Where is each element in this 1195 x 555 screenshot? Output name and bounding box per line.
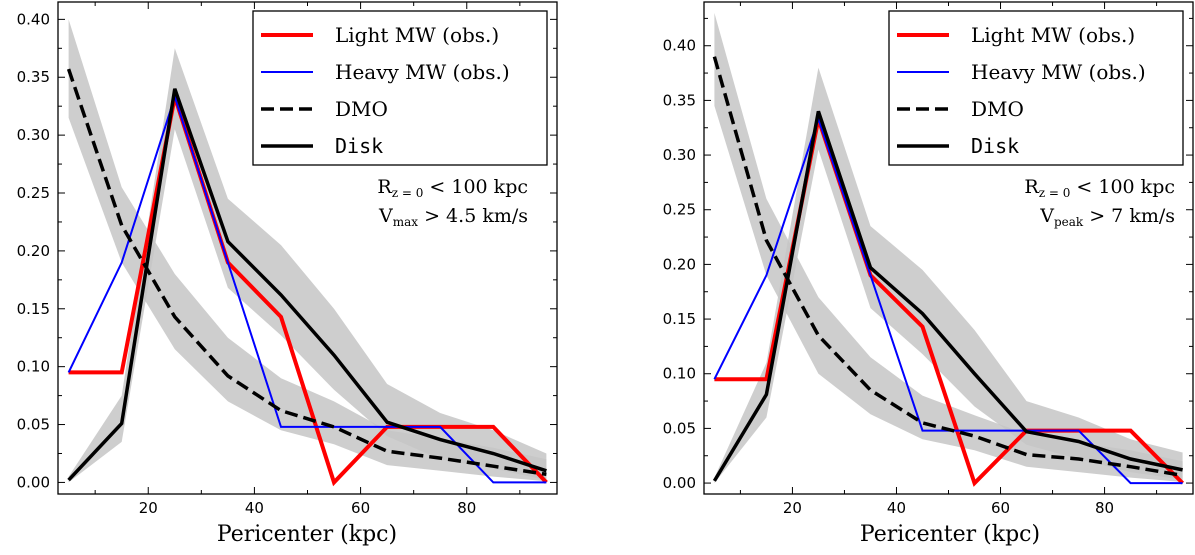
right-panel: 20 40 60 80 0.00 0.05 0.10 0.15 0.20 0.25 0.30 0.35… bbox=[663, 1, 1194, 547]
left-annotation: Rz = 0 < 100 kpc Vmax > 4.5 km/s bbox=[377, 176, 528, 229]
right-x-tick-label: 40 bbox=[887, 499, 906, 517]
left-x-tick-label: 60 bbox=[351, 499, 370, 517]
right-annotation-line2: Vpeak > 7 km/s bbox=[1039, 205, 1175, 229]
right-x-tick-label: 80 bbox=[1095, 499, 1114, 517]
right-y-tick-label: 0.40 bbox=[663, 37, 696, 55]
right-plot-area: 20 40 60 80 0.00 0.05 0.10 0.15 0.20 0.25 0.30 0.35… bbox=[663, 1, 1194, 517]
right-y-tick-label: 0.00 bbox=[663, 474, 696, 492]
right-legend-label: Heavy MW (obs.) bbox=[971, 60, 1146, 84]
left-y-tick-label: 0.40 bbox=[17, 10, 50, 28]
right-legend-label: Light MW (obs.) bbox=[971, 23, 1135, 47]
left-y-tick-label: 0.20 bbox=[17, 242, 50, 260]
left-legend-label: Light MW (obs.) bbox=[335, 23, 499, 47]
right-band-dmo bbox=[714, 12, 1183, 483]
right-x-tick-label: 20 bbox=[783, 499, 802, 517]
right-y-tick-label: 0.10 bbox=[663, 365, 696, 383]
right-annotation-line1: Rz = 0 < 100 kpc bbox=[1024, 176, 1175, 200]
left-x-axis-label: Pericenter (kpc) bbox=[217, 522, 397, 547]
left-panel: 20 40 60 80 0.00 0.05 0.10 0.15 0.20 0.25 0.30 0.35… bbox=[17, 1, 558, 547]
right-legend: Light MW (obs.) Heavy MW (obs.) DMO Disk bbox=[888, 10, 1184, 166]
left-legend-label: Disk bbox=[335, 134, 383, 158]
right-y-tick-label: 0.20 bbox=[663, 255, 696, 273]
left-series-disk bbox=[67, 88, 547, 482]
left-y-tick-label: 0.10 bbox=[17, 358, 50, 376]
left-annotation-line2: Vmax > 4.5 km/s bbox=[378, 205, 528, 229]
left-series-heavy-mw-obs bbox=[67, 93, 547, 484]
right-y-tick-label: 0.05 bbox=[663, 419, 696, 437]
right-series-disk bbox=[712, 110, 1183, 482]
right-annotation: Rz = 0 < 100 kpc Vpeak > 7 km/s bbox=[1024, 176, 1175, 229]
right-series-dmo bbox=[712, 56, 1183, 478]
left-x-tick-label: 40 bbox=[245, 499, 264, 517]
right-y-tick-label: 0.15 bbox=[663, 310, 696, 328]
right-legend-label: DMO bbox=[971, 97, 1024, 121]
left-series-light-mw-obs bbox=[68, 96, 548, 487]
left-band-disk bbox=[68, 48, 547, 483]
left-plot-area: 20 40 60 80 0.00 0.05 0.10 0.15 0.20 0.25 0.30 0.35… bbox=[17, 1, 558, 517]
left-legend-label: Heavy MW (obs.) bbox=[335, 60, 510, 84]
right-x-axis-label: Pericenter (kpc) bbox=[860, 522, 1040, 547]
left-y-tick-label: 0.15 bbox=[17, 300, 50, 318]
right-x-tick-label: 60 bbox=[991, 499, 1010, 517]
right-band-disk bbox=[714, 67, 1183, 484]
left-x-tick-label: 80 bbox=[457, 499, 476, 517]
left-y-tick-label: 0.25 bbox=[17, 184, 50, 202]
right-legend-label: Disk bbox=[971, 134, 1019, 158]
left-y-tick-label: 0.00 bbox=[17, 473, 50, 491]
left-y-tick-label: 0.35 bbox=[17, 68, 50, 86]
right-y-tick-label: 0.30 bbox=[663, 146, 696, 164]
left-series-dmo bbox=[66, 68, 547, 477]
left-legend-label: DMO bbox=[335, 97, 388, 121]
right-y-tick-label: 0.35 bbox=[663, 91, 696, 109]
left-x-tick-label: 20 bbox=[139, 499, 158, 517]
left-y-tick-label: 0.05 bbox=[17, 416, 50, 434]
right-y-tick-label: 0.25 bbox=[663, 201, 696, 219]
left-annotation-line1: Rz = 0 < 100 kpc bbox=[377, 176, 528, 200]
left-legend: Light MW (obs.) Heavy MW (obs.) DMO Disk bbox=[252, 10, 548, 166]
left-y-tick-label: 0.30 bbox=[17, 126, 50, 144]
